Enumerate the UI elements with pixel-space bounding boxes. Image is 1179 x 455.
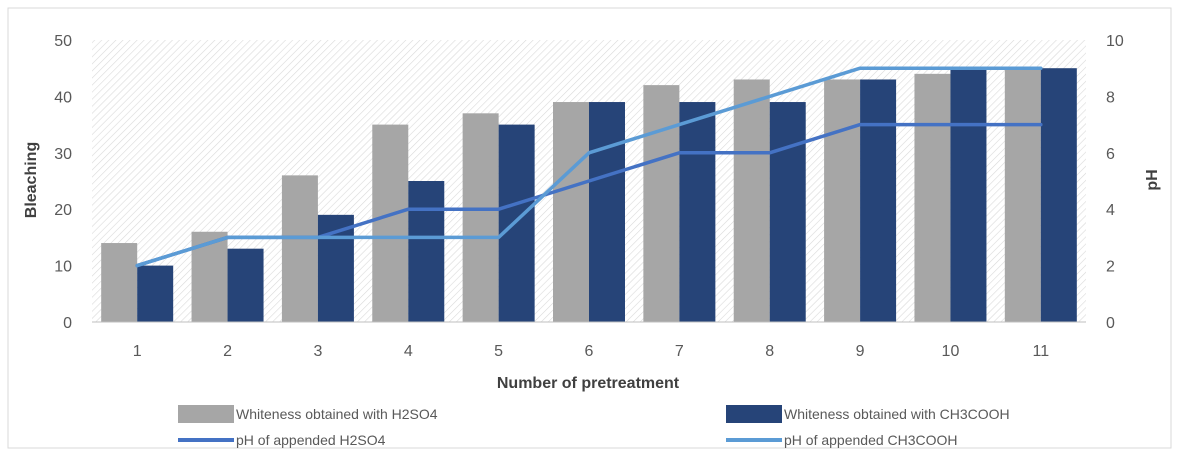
x-axis-label: Number of pretreatment [497, 375, 680, 392]
legend-swatch [178, 405, 234, 423]
bar-ch3cooh-4 [408, 181, 445, 322]
x-tick-label: 3 [313, 343, 322, 360]
bar-h2so4-9 [824, 79, 861, 322]
legend: Whiteness obtained with H2SO4 Whiteness o… [178, 405, 1010, 448]
x-tick-label: 10 [942, 343, 960, 360]
bar-h2so4-10 [914, 73, 951, 322]
x-tick-label: 5 [494, 343, 503, 360]
legend-swatch [726, 405, 782, 423]
bar-ch3cooh-5 [498, 124, 535, 322]
bar-ch3cooh-11 [1040, 68, 1077, 322]
legend-item: Whiteness obtained with H2SO4 [178, 405, 438, 423]
bar-h2so4-6 [553, 102, 589, 322]
y-tick-label: 50 [54, 33, 72, 50]
bar-ch3cooh-1 [137, 265, 174, 322]
legend-label: Whiteness obtained with H2SO4 [236, 406, 438, 422]
x-tick-label: 7 [675, 343, 684, 360]
x-tick-label: 8 [765, 343, 774, 360]
bar-ch3cooh-9 [860, 79, 897, 322]
y-tick-label: 20 [54, 202, 72, 219]
y2-tick-label: 0 [1106, 315, 1115, 332]
x-tick-label: 1 [133, 343, 142, 360]
x-tick-label: 2 [223, 343, 232, 360]
bar-h2so4-7 [643, 85, 680, 323]
x-tick-label: 4 [404, 343, 413, 360]
bar-ch3cooh-6 [589, 102, 625, 322]
left-axis-ticks: 0 10 20 30 40 50 [54, 33, 72, 332]
bar-ch3cooh-7 [679, 102, 716, 322]
y-tick-label: 30 [54, 146, 72, 163]
x-tick-label: 11 [1033, 343, 1050, 360]
bar-h2so4-11 [1004, 68, 1041, 322]
y2-tick-label: 2 [1106, 259, 1115, 276]
y2-tick-label: 4 [1106, 202, 1115, 219]
y2-axis-label: pH [1144, 169, 1161, 190]
legend-label: pH of appended H2SO4 [236, 432, 386, 448]
y-tick-label: 10 [54, 259, 72, 276]
bar-h2so4-4 [372, 124, 409, 322]
bars-layer [101, 68, 1077, 323]
y-tick-label: 0 [63, 315, 72, 332]
x-tick-label: 6 [585, 343, 594, 360]
bar-ch3cooh-10 [950, 68, 987, 322]
y2-tick-label: 10 [1106, 33, 1124, 50]
legend-label: pH of appended CH3COOH [784, 432, 958, 448]
y2-tick-label: 8 [1106, 89, 1115, 106]
legend-label: Whiteness obtained with CH3COOH [784, 406, 1010, 422]
bar-h2so4-1 [101, 243, 138, 322]
legend-item: Whiteness obtained with CH3COOH [726, 405, 1010, 423]
bar-ch3cooh-2 [227, 248, 264, 322]
bar-ch3cooh-8 [769, 102, 806, 322]
legend-item: pH of appended H2SO4 [178, 432, 386, 448]
y-axis-label: Bleaching [23, 142, 40, 218]
right-axis-ticks: 0 2 4 6 8 10 [1106, 33, 1124, 332]
y-tick-label: 40 [54, 89, 72, 106]
x-tick-label: 9 [856, 343, 865, 360]
line-ph-ch3cooh [135, 66, 1043, 268]
legend-item: pH of appended CH3COOH [726, 432, 958, 448]
y2-tick-label: 6 [1106, 146, 1115, 163]
bar-h2so4-5 [462, 113, 499, 322]
x-axis-ticks: 1 2 3 4 5 6 7 8 9 10 11 [133, 343, 1049, 360]
bar-h2so4-8 [733, 79, 770, 322]
bar-h2so4-3 [281, 175, 318, 322]
lines-layer [135, 66, 1043, 268]
